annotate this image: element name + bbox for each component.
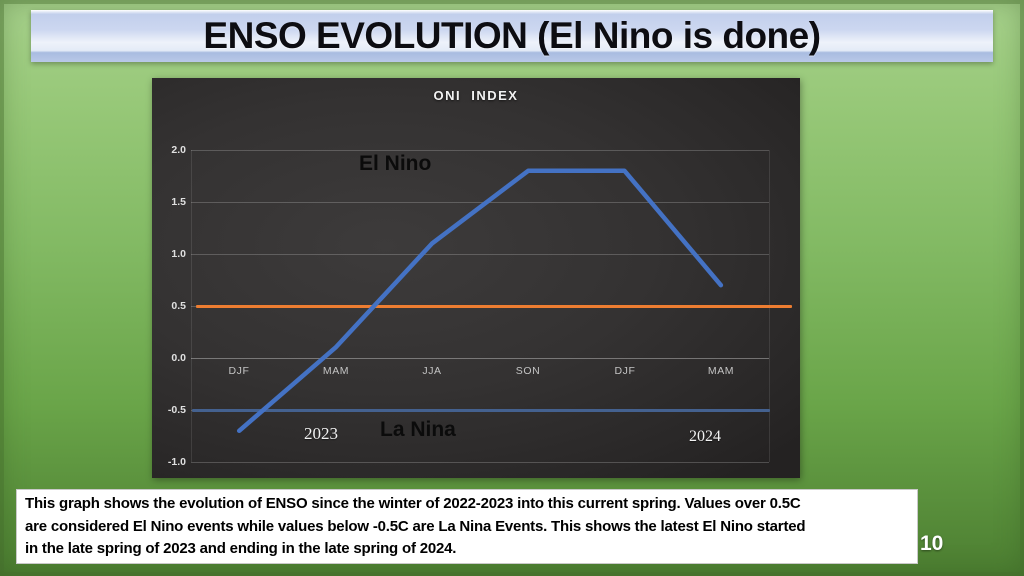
x-tick-label: MAM: [707, 365, 735, 377]
x-tick-label: SON: [515, 365, 541, 377]
y-tick-label: 1.0: [171, 248, 186, 260]
gridline-2.0: [191, 150, 769, 151]
y-tick-label: 2.0: [171, 144, 186, 156]
gridline-1.5: [191, 202, 769, 203]
oni-series-line: [236, 168, 724, 434]
y-tick-label: 1.5: [171, 196, 186, 208]
oni-series-plot: [236, 168, 724, 434]
year-2024-label: 2024: [689, 428, 721, 445]
caption-line: are considered El Nino events while valu…: [25, 517, 806, 535]
caption-line: This graph shows the evolution of ENSO s…: [25, 495, 801, 512]
la-nina-annotation: La Nina: [380, 418, 456, 441]
caption-box: This graph shows the evolution of ENSO s…: [16, 489, 918, 564]
el-nino-threshold-line: [196, 304, 792, 308]
x-tick-label: DJF: [614, 365, 636, 377]
year-2023-label: 2023: [304, 424, 338, 443]
gridline-neg1.0: [191, 462, 769, 463]
el-nino-annotation: El Nino: [359, 152, 432, 175]
gridline-0.0: [191, 358, 769, 359]
caption-line: in the late spring of 2023 and ending in…: [25, 540, 457, 557]
y-tick-label: -0.5: [167, 404, 186, 416]
la-nina-threshold-line: [192, 408, 770, 412]
y-tick-label: 0.5: [171, 300, 186, 312]
title-banner: ENSO EVOLUTION (El Nino is done): [31, 10, 993, 62]
y-tick-label: 0.0: [171, 352, 186, 364]
slide-title: ENSO EVOLUTION (El Nino is done): [203, 15, 821, 56]
oni-chart: ONI INDEX 2.0 1.5 1.0 0.5 0.0 -0.5 -1.0 …: [152, 78, 800, 478]
x-tick-label: DJF: [228, 365, 250, 377]
x-tick-label: JJA: [422, 365, 442, 377]
x-tick-label: MAM: [322, 365, 350, 377]
page-number: 10: [920, 532, 944, 555]
chart-title: ONI INDEX: [433, 88, 519, 103]
y-tick-label: -1.0: [167, 456, 186, 468]
plot-left-edge: [191, 150, 192, 462]
gridline-1.0: [191, 254, 769, 255]
